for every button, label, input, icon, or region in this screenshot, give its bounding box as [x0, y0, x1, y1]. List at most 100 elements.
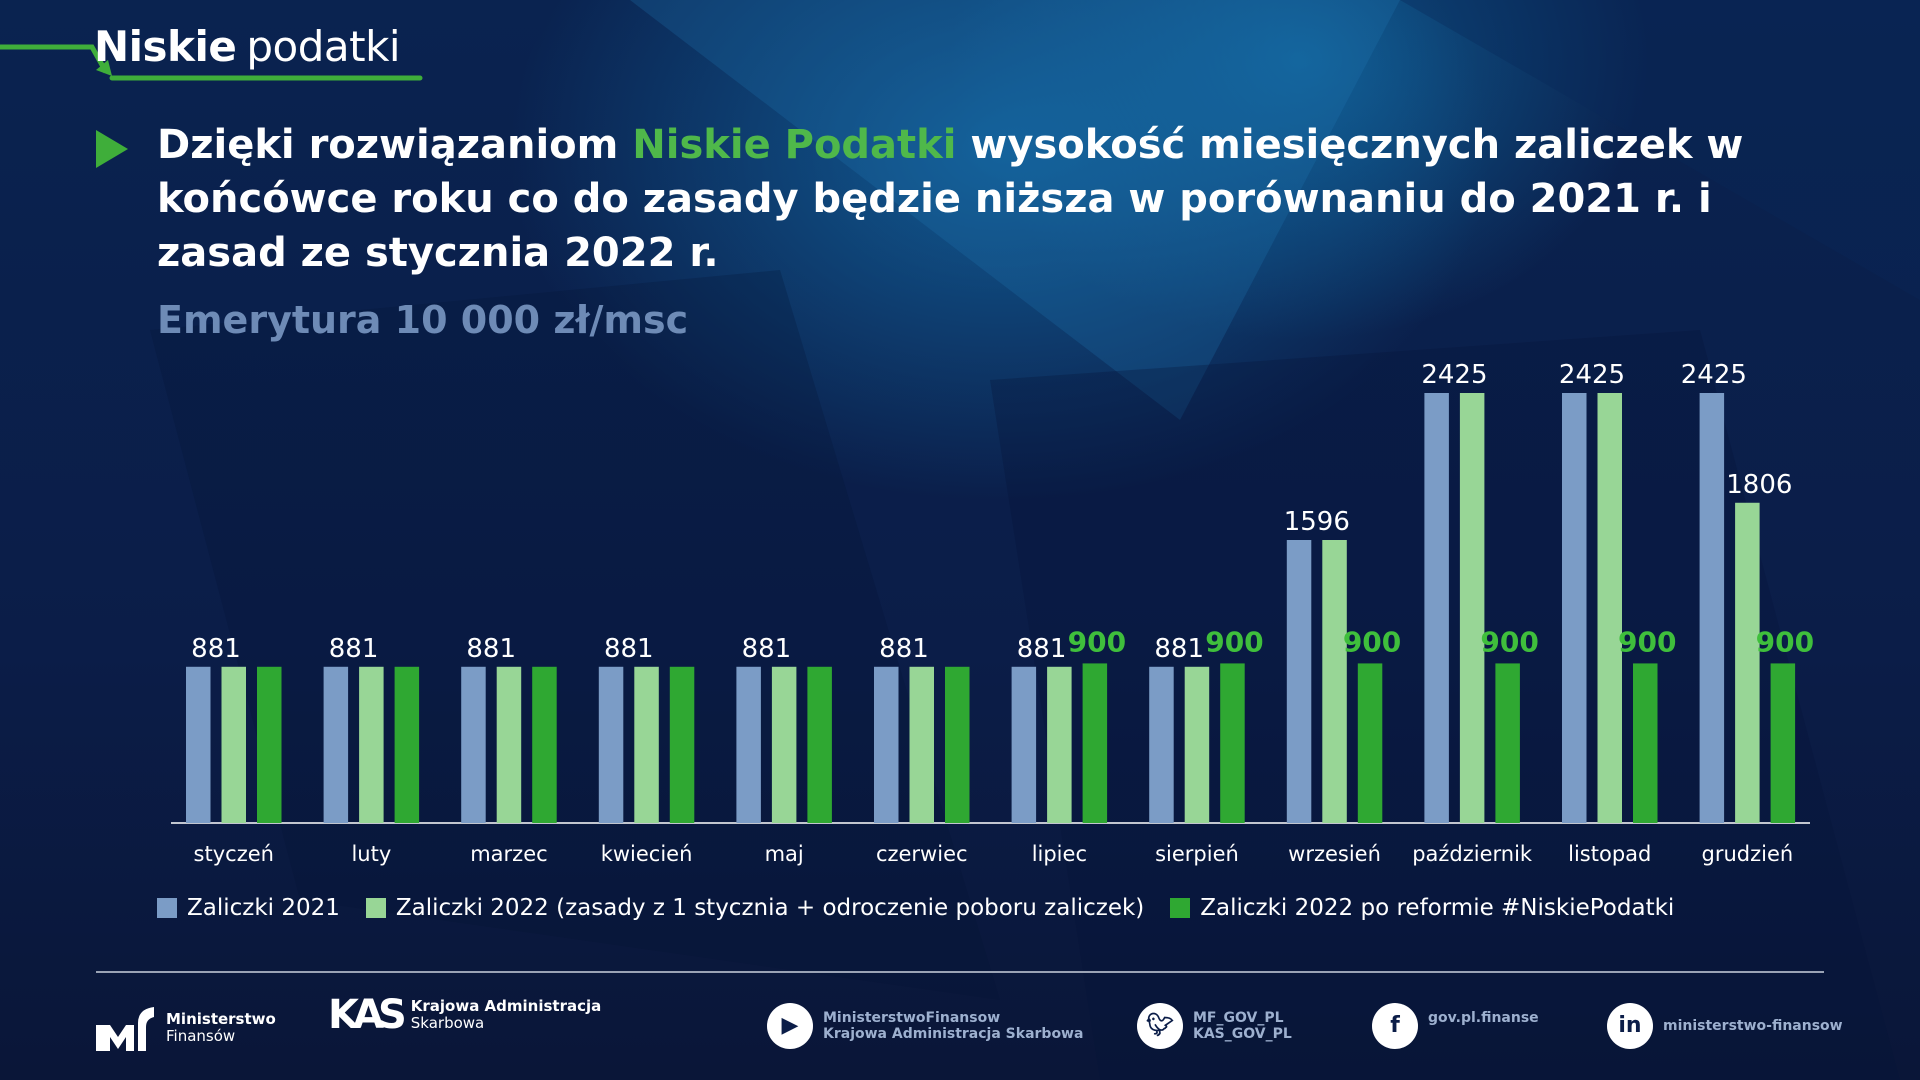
x-tick-label: lipiec [1032, 842, 1087, 866]
linkedin-label: ministerstwo-finansow [1663, 1018, 1843, 1034]
mf-logo-icon [96, 1007, 154, 1051]
footer-divider [96, 971, 1824, 973]
bar-2 [1357, 663, 1383, 823]
play-icon [96, 130, 128, 168]
legend: Zaliczki 2021 Zaliczki 2022 (zasady z 1 … [157, 895, 1674, 921]
brand-bold: Niskie [94, 22, 237, 71]
bar-1 [221, 666, 246, 823]
bar-0 [1424, 393, 1449, 823]
bar-0 [874, 666, 899, 823]
bar-1 [1459, 393, 1485, 823]
x-tick-label: listopad [1568, 842, 1651, 866]
bar-1 [496, 666, 522, 823]
bar-1 [1047, 666, 1072, 823]
bar-0 [1149, 666, 1174, 823]
kas-line2: Skarbowa [410, 1014, 485, 1032]
bar-chart: 881 styczeń 881 luty 881 marzec 881 kwiecień 881… [186, 360, 1815, 866]
youtube-icon: ▶ [767, 1003, 813, 1049]
bar-2 [1770, 663, 1796, 823]
legend-swatch [1170, 898, 1191, 918]
page-title: Dzięki rozwiązaniom Niskie Podatki wysok… [157, 118, 1777, 280]
facebook-label: gov.pl.finanse [1428, 1010, 1539, 1026]
bar-1 [1184, 666, 1210, 823]
bar-2 [669, 666, 695, 823]
legend-swatch [157, 898, 177, 918]
x-tick-label: styczeń [194, 842, 274, 866]
bar-2 [257, 666, 282, 823]
legend-label: Zaliczki 2022 po reformie #NiskiePodatki [1200, 895, 1675, 921]
mf-line1: Ministerstwo [166, 1010, 276, 1028]
bar-0 [736, 666, 761, 823]
x-tick-label: luty [351, 842, 391, 866]
data-label: 900 [1343, 625, 1401, 658]
legend-label: Zaliczki 2021 [187, 895, 340, 921]
data-label: 2425 [1421, 360, 1487, 390]
legend-item: Zaliczki 2022 (zasady z 1 stycznia + odr… [365, 895, 1144, 921]
facebook-icon: f [1372, 1003, 1418, 1049]
linkedin-link[interactable]: in ministerstwo-finansow [1607, 1003, 1843, 1049]
x-tick-label: październik [1412, 842, 1533, 866]
data-label: 2425 [1681, 360, 1747, 390]
bar-0 [1562, 393, 1587, 823]
bar-1 [1735, 502, 1760, 823]
legend-swatch [365, 898, 386, 918]
bar-1 [1322, 539, 1347, 823]
bar-0 [1286, 539, 1312, 823]
data-label: 900 [1205, 625, 1263, 658]
bar-2 [1495, 663, 1520, 823]
x-tick-label: grudzień [1701, 842, 1793, 866]
youtube-line1: MinisterstwoFinansow [823, 1010, 1001, 1026]
bar-0 [1699, 393, 1725, 823]
linkedin-icon: in [1607, 1003, 1653, 1049]
data-label: 900 [1068, 625, 1126, 658]
mf-logo: Ministerstwo Finansów [96, 1005, 276, 1051]
brand-light: podatki [246, 22, 401, 71]
brand-logo: Niskie podatki [94, 22, 401, 71]
data-label: 900 [1618, 625, 1676, 658]
data-label: 1596 [1284, 507, 1350, 537]
bar-1 [909, 666, 934, 823]
data-label: 881 [604, 634, 654, 664]
bar-2 [394, 666, 420, 823]
youtube-link[interactable]: ▶ MinisterstwoFinansow Krajowa Administra… [767, 1003, 1083, 1049]
data-label: 881 [879, 634, 929, 664]
data-label: 881 [1154, 634, 1204, 664]
twitter-link[interactable]: 🐦︎ MF_GOV_PL KAS_GOV_PL [1137, 1003, 1292, 1049]
data-label: 881 [466, 634, 516, 664]
bar-2 [1082, 663, 1108, 823]
bar-2 [1633, 663, 1658, 823]
data-label: 881 [329, 634, 379, 664]
bar-2 [807, 666, 832, 823]
bar-1 [359, 666, 384, 823]
data-label: 1806 [1726, 470, 1792, 500]
bar-2 [1220, 663, 1245, 823]
data-label: 881 [191, 634, 241, 664]
data-label: 881 [1017, 634, 1067, 664]
legend-item: Zaliczki 2022 po reformie #NiskiePodatki [1170, 895, 1674, 921]
mf-line2: Finansów [166, 1027, 236, 1045]
twitter-line1: MF_GOV_PL [1193, 1010, 1284, 1026]
twitter-line2: KAS_GOV_PL [1193, 1026, 1292, 1042]
x-tick-label: maj [765, 842, 804, 866]
kas-logo-icon: KAS [328, 992, 407, 1038]
data-label: 2425 [1559, 360, 1625, 390]
data-label: 900 [1756, 625, 1814, 658]
bar-1 [1597, 393, 1622, 823]
x-tick-label: wrzesień [1288, 842, 1381, 866]
facebook-link[interactable]: f gov.pl.finanse [1372, 1003, 1539, 1049]
data-label: 900 [1480, 625, 1538, 658]
bar-2 [945, 666, 970, 823]
bar-0 [186, 666, 211, 823]
bar-0 [598, 666, 624, 823]
twitter-icon: 🐦︎ [1137, 1003, 1183, 1049]
kas-logo: KAS Krajowa Administracja Skarbowa [328, 992, 601, 1038]
youtube-line2: Krajowa Administracja Skarbowa [823, 1026, 1084, 1042]
x-tick-label: kwiecień [601, 842, 693, 866]
bar-0 [1011, 666, 1037, 823]
title-part1: Dzięki rozwiązaniom [157, 122, 633, 168]
bar-2 [532, 666, 557, 823]
x-tick-label: marzec [470, 842, 547, 866]
x-tick-label: czerwiec [876, 842, 968, 866]
x-tick-label: sierpień [1155, 842, 1239, 866]
bar-1 [771, 666, 797, 823]
